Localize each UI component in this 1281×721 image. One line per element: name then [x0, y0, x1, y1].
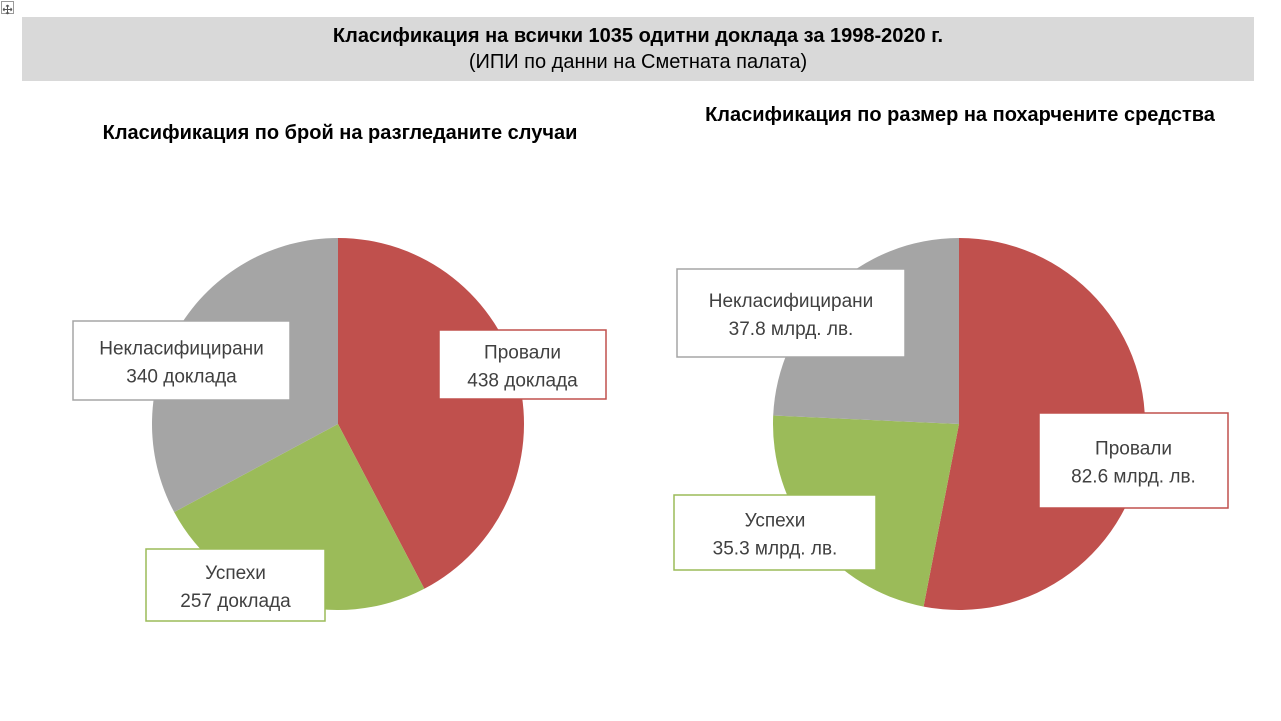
data-label-value: 35.3 млрд. лв.	[713, 539, 838, 560]
chart-title-spent: Класификация по размер на похарчените ср…	[705, 104, 1215, 126]
data-label-value: 82.6 млрд. лв.	[1071, 467, 1196, 488]
page-title: Класификация на всички 1035 одитни докла…	[332, 25, 944, 47]
pie-slice-failures	[338, 238, 525, 589]
pie-chart-count: Провали 438 доклада Успехи 257 доклада Некла…	[72, 238, 607, 622]
data-label-successes: Успехи 257 доклада	[145, 548, 326, 622]
data-label-value: 340 доклада	[126, 367, 237, 388]
page-subtitle: (ИПИ по данни на Сметната палата)	[468, 51, 808, 73]
move-arrows-icon	[2, 4, 13, 15]
data-label-value: 37.8 млрд. лв.	[729, 319, 854, 340]
data-label-value: 257 доклада	[180, 591, 291, 612]
data-label-unclassified: Некласифицирани 37.8 млрд. лв.	[676, 268, 906, 358]
data-label-category: Успехи	[745, 511, 806, 532]
header-band: Класификация на всички 1035 одитни докла…	[22, 17, 1254, 81]
chart-title-count: Класификация по брой на разгледаните слу…	[102, 122, 578, 144]
data-label-box	[145, 548, 326, 622]
data-label-category: Некласифицирани	[99, 339, 264, 360]
data-label-box	[676, 268, 906, 358]
data-label-category: Провали	[484, 343, 561, 364]
data-label-successes: Успехи 35.3 млрд. лв.	[673, 494, 877, 571]
pie-slice-failures	[923, 238, 1146, 610]
data-label-failures: Провали 438 доклада	[438, 329, 607, 400]
data-label-category: Провали	[1095, 439, 1172, 460]
data-label-box	[438, 329, 607, 400]
data-label-box	[72, 320, 291, 401]
data-label-category: Некласифицирани	[709, 291, 874, 312]
data-label-category: Успехи	[205, 563, 266, 584]
data-label-value: 438 доклада	[467, 371, 578, 392]
data-label-unclassified: Некласифицирани 340 доклада	[72, 320, 291, 401]
table-move-handle[interactable]	[1, 1, 14, 15]
pie-chart-spent: Провали 82.6 млрд. лв. Успехи 35.3 млрд. лв…	[673, 238, 1229, 610]
data-label-box	[1038, 412, 1229, 509]
data-label-failures: Провали 82.6 млрд. лв.	[1038, 412, 1229, 509]
data-label-box	[673, 494, 877, 571]
